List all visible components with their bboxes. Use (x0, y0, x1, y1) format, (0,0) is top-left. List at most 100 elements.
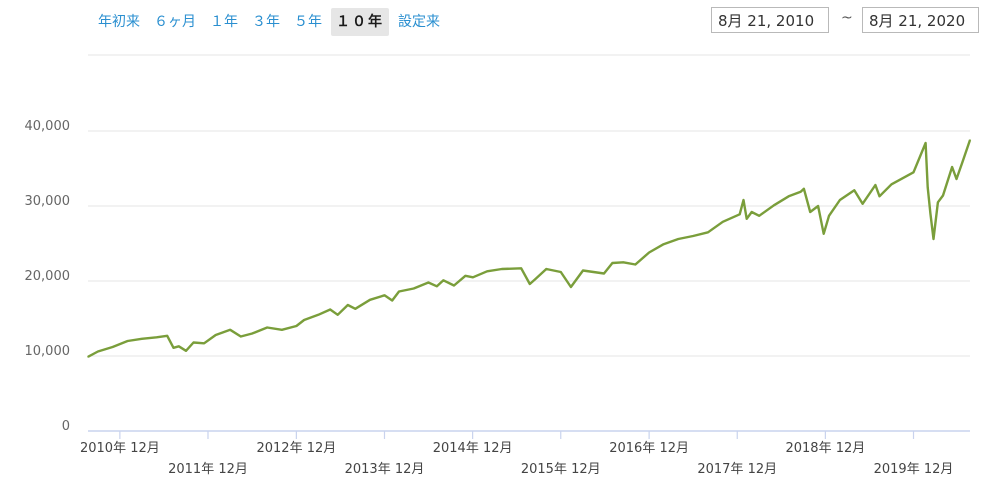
data-point (141, 338, 143, 340)
data-point (662, 243, 665, 245)
data-point (192, 341, 195, 344)
data-point (634, 263, 637, 266)
range-6m-button[interactable]: ６ヶ月 (154, 14, 196, 30)
range-ytd-button[interactable]: 年初来 (98, 14, 140, 30)
data-point (622, 261, 625, 264)
y-tick-label: 40,000 (25, 119, 71, 134)
data-point (560, 271, 562, 273)
chart-grid (88, 54, 970, 357)
x-tick-label: 2010年 12月 (80, 441, 160, 456)
data-point (303, 319, 305, 321)
data-point (570, 286, 572, 288)
data-point (582, 269, 584, 272)
series-line (87, 139, 972, 358)
data-point (97, 350, 99, 353)
data-point (281, 329, 283, 331)
data-point (347, 304, 349, 306)
data-point (742, 199, 745, 201)
data-point (486, 270, 488, 273)
y-axis: 0 10,000 20,000 30,000 40,000 (25, 119, 71, 434)
data-point (336, 314, 339, 316)
data-point (464, 275, 467, 277)
series-group (87, 139, 972, 358)
data-point (937, 201, 939, 204)
x-tick-label: 2015年 12月 (521, 462, 601, 477)
data-point (648, 251, 650, 254)
data-point (398, 290, 400, 293)
data-point (453, 284, 455, 287)
data-point (692, 235, 694, 237)
x-tick-label: 2014年 12月 (433, 441, 513, 456)
x-tick-label: 2018年 12月 (785, 441, 865, 456)
data-point (955, 178, 958, 180)
y-tick-label: 0 (62, 419, 70, 434)
y-tick-label: 20,000 (25, 269, 71, 284)
data-point (677, 238, 680, 240)
data-point (529, 283, 531, 285)
range-10y-button[interactable]: １０年 (331, 8, 389, 36)
data-point (926, 186, 929, 189)
data-point (111, 346, 114, 348)
data-point (369, 299, 371, 301)
data-point (520, 267, 522, 270)
data-point (178, 345, 180, 348)
range-1y-button[interactable]: １年 (210, 14, 238, 30)
data-point (951, 166, 953, 168)
data-point (611, 262, 614, 264)
x-tick-label: 2011年 12月 (168, 462, 248, 477)
range-3y-button[interactable]: ３年 (252, 14, 280, 30)
data-point (839, 199, 841, 201)
range-since-inception-button[interactable]: 設定来 (398, 14, 440, 30)
range-5y-button[interactable]: ５年 (294, 14, 322, 30)
data-point (890, 183, 893, 186)
data-point (166, 335, 168, 337)
data-point (534, 278, 536, 281)
x-tick-label: 2017年 12月 (697, 462, 777, 477)
data-point (427, 281, 430, 284)
data-point (799, 191, 802, 193)
data-point (87, 356, 89, 358)
data-point (295, 325, 298, 327)
data-point (185, 350, 187, 352)
data-point (436, 285, 438, 288)
data-point (750, 211, 753, 213)
x-tick-label: 2019年 12月 (874, 462, 954, 477)
data-point (155, 336, 158, 339)
data-point (787, 195, 790, 198)
data-point (412, 287, 415, 290)
data-point (773, 204, 775, 207)
data-point (822, 233, 825, 235)
data-point (924, 142, 927, 144)
data-point (722, 221, 724, 223)
data-point (809, 211, 811, 213)
data-point (203, 342, 205, 345)
data-point (442, 279, 445, 282)
data-point (214, 334, 217, 336)
data-point (828, 215, 830, 217)
data-point (391, 299, 394, 302)
start-date-input[interactable]: 8月 21, 2010 (711, 7, 829, 33)
data-point (317, 314, 320, 316)
data-point (961, 161, 964, 164)
data-point (707, 231, 709, 234)
data-point (266, 326, 269, 329)
x-tick-label: 2013年 12月 (345, 462, 425, 477)
data-point (472, 276, 474, 279)
data-point (545, 268, 548, 270)
data-point (861, 203, 864, 205)
data-point (874, 184, 877, 186)
data-point (240, 335, 242, 338)
data-point (803, 188, 805, 190)
data-point (745, 218, 748, 220)
data-point (329, 308, 332, 311)
data-point (738, 213, 741, 216)
end-date-input[interactable]: 8月 21, 2020 (862, 7, 979, 33)
data-point (929, 212, 932, 215)
data-point (912, 171, 915, 174)
data-point (969, 139, 971, 141)
data-point (878, 195, 881, 198)
data-point (172, 347, 175, 349)
date-range-separator: ~ (841, 10, 853, 26)
data-point (603, 272, 605, 275)
